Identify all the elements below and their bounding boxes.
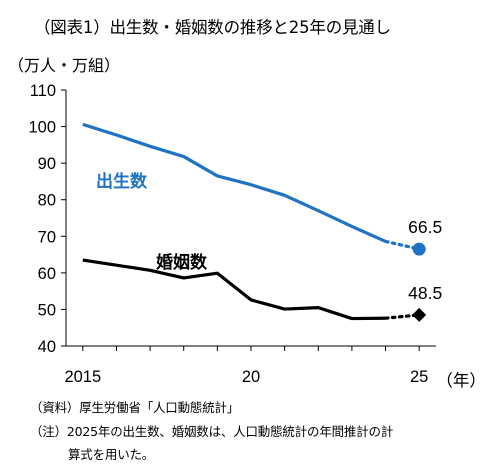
forecast-value-label: 48.5 [408,283,442,303]
axes: 110 100 90 80 70 60 50 40 2015 20 25 （年） [28,82,485,390]
x-tick-label: 25 [410,368,428,386]
forecast-point [412,242,426,256]
y-tick-label: 100 [28,119,56,137]
y-tick-label: 90 [38,155,56,173]
y-tick-label: 70 [38,228,56,246]
chart-title: （図表1）出生数・婚姻数の推移と25年の見通し [34,18,391,37]
series-label-marriages: 婚姻数 [156,252,208,273]
y-tick-label: 110 [30,82,56,100]
x-tick-label: 2015 [64,368,101,386]
series-label-births: 出生数 [96,171,148,192]
y-tick-label: 80 [38,192,56,210]
footnote-line-1: （注）2025年の出生数、婚姻数は、人口動態統計の年間推計の計 [30,424,394,439]
forecast-point [412,307,427,322]
footnote-line-2: 算式を用いた。 [68,447,155,462]
y-axis-unit-label: （万人・万組） [8,56,121,75]
source-note: （資料）厚生労働省「人口動態統計」 [30,400,240,415]
x-axis-unit-label: （年） [436,371,486,390]
x-tick-label: 20 [242,368,260,386]
y-tick-label: 60 [38,265,56,283]
forecast-value-label: 66.5 [408,217,442,237]
series-line [82,122,387,243]
series-line [82,258,386,321]
series-layer [82,122,427,322]
y-tick-label: 40 [38,338,56,356]
y-tick-label: 50 [38,301,56,319]
